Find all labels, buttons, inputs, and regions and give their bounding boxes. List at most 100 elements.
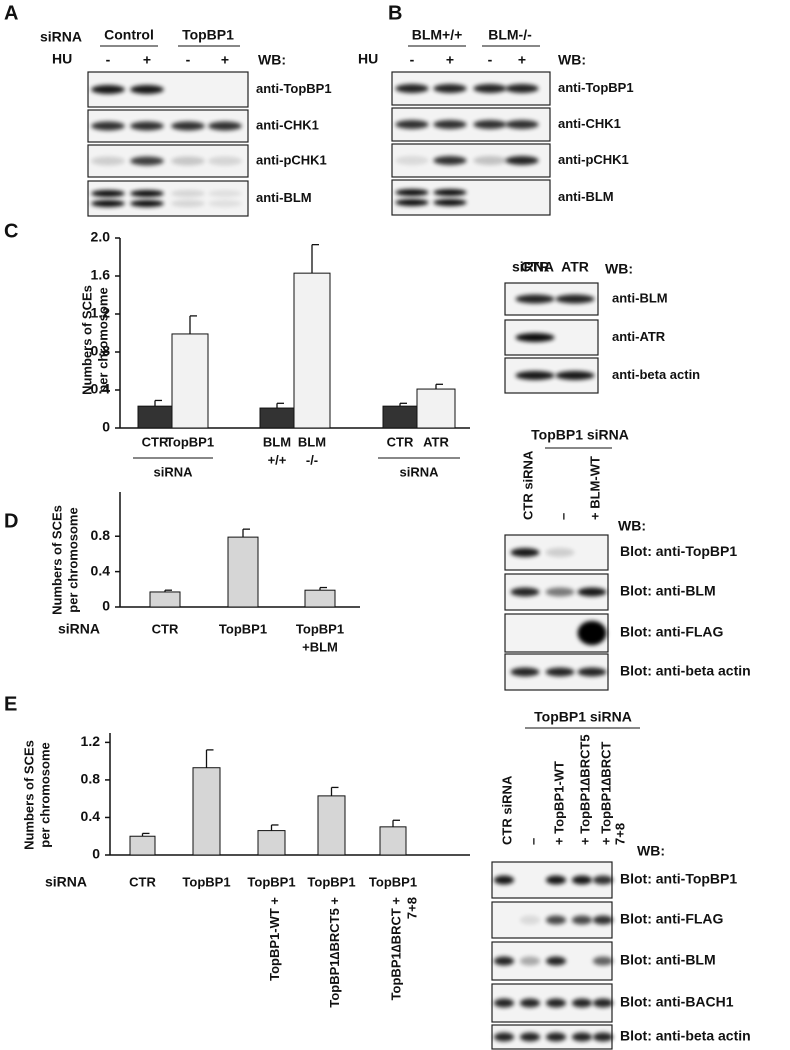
lane-label: + TopBP1-WT [551, 761, 566, 845]
panel-letter: D [4, 510, 18, 532]
label: anti-BLM [612, 290, 668, 305]
label: anti-beta actin [612, 367, 700, 382]
label: HU [52, 51, 72, 67]
category-label: TopBP1 [296, 621, 344, 636]
band [433, 84, 467, 93]
lane-label: + TopBP1∆BRCT5 [577, 734, 592, 845]
band [171, 121, 205, 131]
band [171, 200, 205, 207]
y-tick-label: 0.4 [81, 808, 101, 824]
bar [382, 405, 418, 429]
band [91, 85, 125, 94]
label: Blot: anti-BACH1 [620, 994, 734, 1010]
band [395, 84, 429, 93]
label: Blot: anti-BLM [620, 952, 716, 968]
band [577, 667, 607, 677]
band [493, 956, 515, 966]
label: BLM+/+ [412, 27, 463, 43]
y-tick-label: 2.0 [91, 229, 111, 245]
label: WB: [637, 843, 665, 859]
y-axis-label: Numbers of SCEs [79, 285, 94, 395]
label: Blot: anti-beta actin [620, 1028, 751, 1044]
label: - [106, 52, 111, 68]
band [592, 998, 614, 1008]
band [208, 190, 242, 197]
label: siRNA [512, 259, 554, 275]
band [592, 875, 614, 885]
label: TopBP1 siRNA [534, 709, 632, 725]
category-label: TopBP1-WT + [267, 897, 282, 981]
label: - [186, 52, 191, 68]
blot-strip [87, 180, 249, 217]
band [571, 998, 593, 1008]
band [571, 875, 593, 885]
lane-label: – [525, 838, 540, 845]
band [555, 371, 595, 380]
category-label: TopBP1 [247, 874, 295, 889]
label: anti-TopBP1 [256, 81, 332, 96]
category-label: CTR [129, 874, 156, 889]
y-tick-label: 0 [102, 419, 110, 435]
band [473, 84, 507, 93]
category-label: CTR [142, 434, 169, 449]
y-tick-label: 0.4 [91, 381, 111, 397]
label: + [221, 52, 229, 68]
row-label: siRNA [58, 621, 100, 637]
category-label: TopBP1 [369, 874, 417, 889]
label: anti-pCHK1 [558, 152, 629, 167]
row-label: siRNA [45, 874, 87, 890]
band [130, 85, 164, 94]
lane-label: + BLM-WT [587, 456, 602, 520]
y-axis-label: per chromosome [37, 742, 52, 847]
band [91, 190, 125, 197]
y-axis-label: Numbers of SCEs [49, 505, 64, 615]
label: BLM-/- [488, 27, 532, 43]
band [577, 620, 607, 646]
band [433, 156, 467, 165]
label: WB: [558, 52, 586, 68]
label: + [446, 52, 454, 68]
band [395, 120, 429, 129]
band [493, 875, 515, 885]
band [545, 998, 567, 1008]
bar [227, 536, 259, 608]
category-label: CTR [387, 434, 414, 449]
band [505, 120, 539, 129]
band [519, 956, 541, 966]
band [130, 190, 164, 197]
category-label: +/+ [268, 452, 287, 467]
category-label: TopBP1 [307, 874, 355, 889]
bar [416, 388, 456, 429]
group-label: siRNA [399, 464, 439, 479]
panel-letter: B [388, 2, 402, 24]
band [208, 121, 242, 131]
bar [379, 826, 407, 856]
band [130, 200, 164, 207]
label: + [518, 52, 526, 68]
band [510, 587, 540, 597]
band [592, 1032, 614, 1042]
band [577, 587, 607, 597]
panel-letter: E [4, 693, 17, 715]
lane-label: + TopBP1∆BRCT [598, 742, 613, 845]
y-tick-label: 1.6 [91, 267, 111, 283]
band [433, 199, 467, 206]
label: HU [358, 51, 378, 67]
lane-label: CTR siRNA [499, 775, 514, 845]
band [91, 121, 125, 131]
band [545, 587, 575, 597]
bar [257, 830, 286, 856]
band [545, 548, 575, 557]
label: - [488, 52, 493, 68]
band [545, 1032, 567, 1042]
label: ATR [561, 259, 589, 275]
band [545, 915, 567, 925]
category-label: +BLM [302, 639, 338, 654]
band [555, 294, 595, 304]
label: Blot: anti-BLM [620, 583, 716, 599]
band [515, 333, 555, 342]
label: WB: [258, 52, 286, 68]
label: Blot: anti-TopBP1 [620, 543, 737, 559]
y-tick-label: 0 [92, 846, 100, 862]
label: Blot: anti-TopBP1 [620, 871, 737, 887]
